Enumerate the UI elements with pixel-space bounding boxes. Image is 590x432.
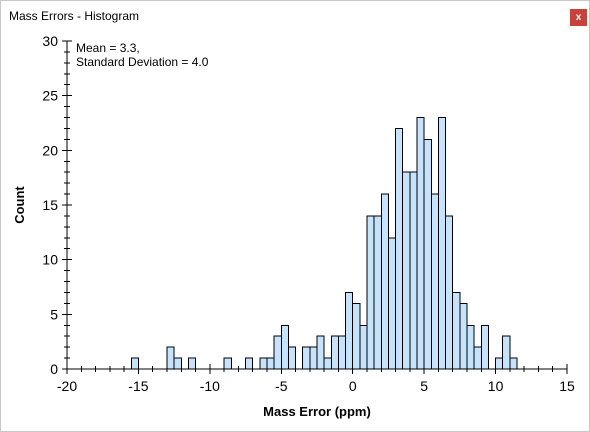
histogram-bar — [459, 302, 468, 370]
x-tick-label: 15 — [559, 378, 575, 394]
x-tick-label: 5 — [420, 378, 428, 394]
chart-axes: 0 5 10 15 20 25 30 -20 -15 -10 -5 0 5 10 15 — [42, 33, 575, 394]
histogram-bar — [187, 357, 197, 370]
histogram-bar — [223, 357, 232, 370]
x-tick-label: -10 — [200, 378, 220, 394]
histogram-bar — [309, 346, 318, 370]
histogram-bar — [380, 193, 389, 370]
histogram-bar — [409, 171, 418, 370]
histogram-bar — [509, 357, 518, 370]
histogram-bar — [245, 357, 254, 370]
histogram-bar — [323, 357, 332, 370]
histogram-bar — [445, 215, 454, 370]
histogram-bar — [466, 324, 475, 370]
histogram-bar — [473, 346, 482, 370]
histogram-bar — [416, 117, 425, 370]
histogram-bar — [430, 193, 439, 370]
histogram-bar — [359, 324, 368, 370]
y-tick-label: 20 — [42, 142, 58, 158]
histogram-bar — [273, 335, 282, 370]
window-title: Mass Errors - Histogram — [9, 9, 140, 23]
x-tick-label: -15 — [128, 378, 148, 394]
y-tick-label: 10 — [42, 252, 58, 268]
histogram-bar — [366, 215, 375, 370]
x-tick-label: 0 — [349, 378, 357, 394]
histogram-bar — [173, 357, 182, 370]
stats-annotation: Mean = 3.3,Standard Deviation = 4.0 — [76, 41, 209, 69]
histogram-bar — [352, 302, 361, 370]
title-bar[interactable]: Mass Errors - Histogram x — [1, 1, 589, 32]
histogram-bar — [395, 127, 404, 370]
x-tick-label: -5 — [275, 378, 288, 394]
histogram-bar — [280, 324, 289, 370]
histogram-bar — [373, 215, 382, 370]
y-tick-label: 30 — [42, 33, 58, 49]
y-tick-label: 5 — [50, 306, 58, 322]
histogram-bar — [330, 335, 339, 370]
histogram-bar — [437, 117, 447, 370]
y-axis-label: Count — [12, 186, 27, 224]
histogram-bar — [166, 346, 175, 370]
histogram-bar — [287, 346, 297, 370]
x-tick-label: 10 — [488, 378, 504, 394]
histogram-bar — [423, 138, 432, 370]
histogram-bar — [337, 335, 347, 370]
histogram-bar — [480, 324, 489, 370]
histogram-bar — [316, 335, 325, 370]
histogram-bar — [387, 237, 397, 370]
stats-annotation-line: Standard Deviation = 4.0 — [76, 55, 209, 69]
histogram-bar — [130, 357, 139, 370]
close-icon: x — [575, 11, 582, 23]
histogram-bar — [266, 357, 275, 370]
histogram-bar — [259, 357, 268, 370]
histogram-bar — [302, 346, 311, 370]
histogram-bars — [130, 117, 518, 370]
histogram-bar — [502, 335, 511, 370]
histogram-bar — [345, 291, 354, 370]
y-tick-label: 0 — [50, 361, 58, 377]
y-tick-label: 25 — [42, 88, 58, 104]
histogram-bar — [452, 291, 461, 370]
x-axis-label: Mass Error (ppm) — [263, 404, 371, 419]
histogram-bar — [495, 357, 504, 370]
x-tick-label: -20 — [57, 378, 77, 394]
histogram-bar — [402, 171, 411, 370]
y-tick-label: 15 — [42, 197, 58, 213]
stats-annotation-line: Mean = 3.3, — [76, 41, 140, 55]
close-button[interactable]: x — [570, 9, 587, 26]
